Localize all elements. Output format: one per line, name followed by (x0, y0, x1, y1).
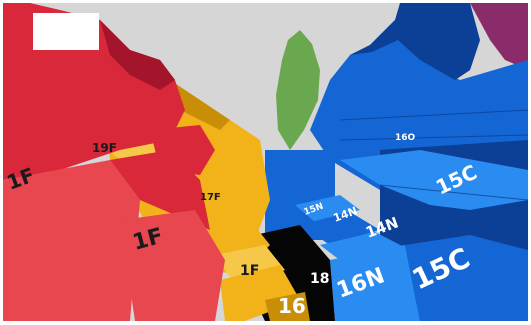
tile-label-floor-1: 16 (278, 294, 306, 318)
red-lower-block (120, 210, 225, 321)
tile-label-blue-7: 16O (395, 133, 416, 143)
blue-cube-1 (295, 195, 360, 222)
blue-big-cube-front (330, 245, 420, 321)
label-box (33, 13, 99, 50)
blue-wall-top-shade (350, 3, 480, 80)
red-wall-upper-shade (100, 20, 175, 90)
yellow-cube-front-3 (265, 292, 310, 321)
red-big-block-front (3, 160, 140, 321)
blue-cube-2 (300, 212, 380, 245)
red-big-block-side (110, 150, 210, 230)
distant-green-terrain (276, 30, 320, 150)
tile-label-yellow-2: 1F (240, 263, 259, 279)
blue-big-cube-right (405, 235, 528, 321)
tile-label-yellow-3: 17F (200, 192, 221, 203)
blue-grid-lines (339, 109, 529, 201)
tile-label-yellow-1: 19F (92, 141, 117, 155)
tile-label-floor-2: 18 (310, 271, 329, 287)
yellow-shade-band (150, 60, 230, 130)
purple-block-right-edge (470, 3, 528, 70)
